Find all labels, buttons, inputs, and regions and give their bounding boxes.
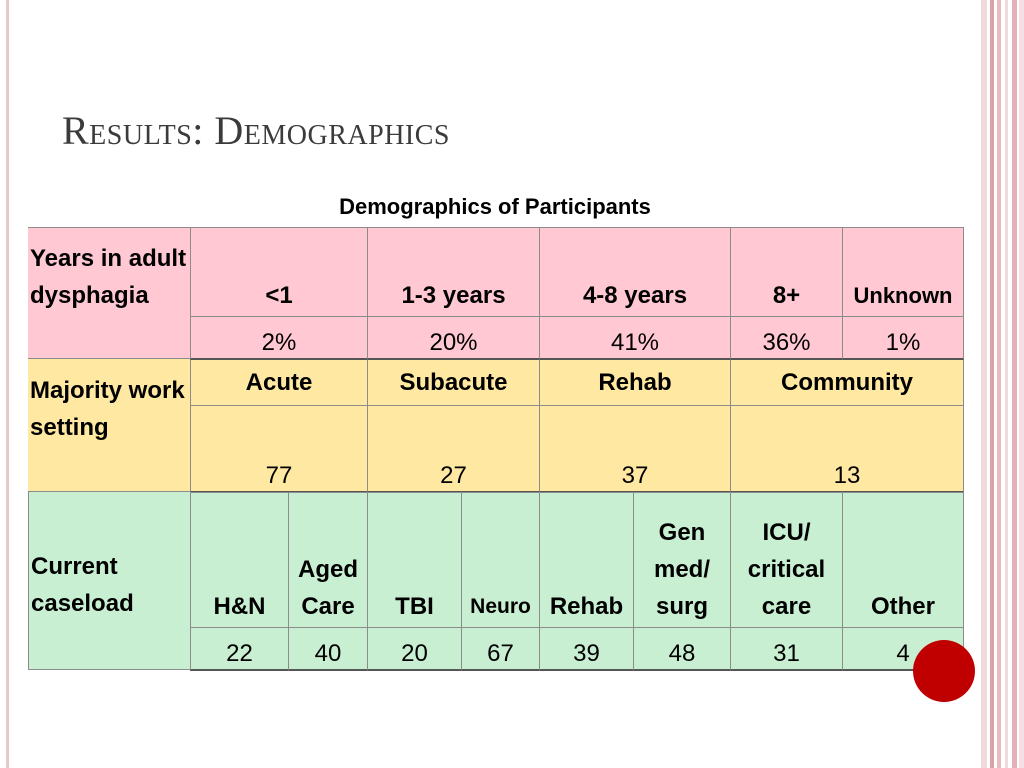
caseload-header-cell: TBI	[367, 492, 461, 627]
left-border-rule	[6, 0, 9, 768]
years-header-cell: <1	[190, 227, 367, 316]
caseload-value-cell: 22	[190, 627, 288, 671]
years-value-cell: 41%	[539, 316, 730, 360]
work-header-cell: Community	[730, 360, 964, 406]
caseload-value-cell: 48	[633, 627, 730, 671]
caseload-value-cell: 39	[539, 627, 633, 671]
caseload-value-cell: 67	[461, 627, 539, 671]
right-decorative-stripe	[981, 0, 987, 768]
right-decorative-stripe	[1005, 0, 1008, 768]
work-header-cell: Acute	[190, 360, 367, 406]
work-value-cell: 37	[539, 405, 730, 493]
caseload-value-cell: 31	[730, 627, 842, 671]
right-decorative-stripe	[1019, 0, 1024, 768]
years-header-cell: 1-3 years	[367, 227, 539, 316]
row-label-caseload: Current caseload	[28, 492, 190, 670]
work-header-cell: Subacute	[367, 360, 539, 406]
caseload-header-cell: H&N	[190, 492, 288, 627]
row-label-years: Years in adult dysphagia	[28, 227, 190, 359]
caseload-header-cell: Aged Care	[288, 492, 367, 627]
caseload-header-cell: ICU/ critical care	[730, 492, 842, 627]
caseload-header-cell: Other	[842, 492, 964, 627]
years-value-cell: 36%	[730, 316, 842, 360]
work-value-cell: 27	[367, 405, 539, 493]
decorative-red-circle	[913, 640, 975, 702]
years-value-cell: 2%	[190, 316, 367, 360]
work-value-cell: 77	[190, 405, 367, 493]
right-decorative-stripe	[1012, 0, 1017, 768]
years-header-cell: Unknown	[842, 227, 964, 316]
right-decorative-stripe	[990, 0, 994, 768]
years-header-cell: 4-8 years	[539, 227, 730, 316]
years-value-cell: 20%	[367, 316, 539, 360]
right-decorative-stripe	[997, 0, 1001, 768]
caseload-value-cell: 20	[367, 627, 461, 671]
caseload-header-cell: Rehab	[539, 492, 633, 627]
table-caption: Demographics of Participants	[339, 194, 651, 219]
work-value-cell: 13	[730, 405, 964, 493]
years-value-cell: 1%	[842, 316, 964, 360]
work-header-cell: Rehab	[539, 360, 730, 406]
slide-title: Results: Demographics	[62, 108, 450, 153]
row-label-work-setting: Majority work setting	[28, 359, 190, 492]
caseload-header-cell: Neuro	[461, 492, 539, 627]
years-header-cell: 8+	[730, 227, 842, 316]
caseload-header-cell: Gen med/ surg	[633, 492, 730, 627]
caseload-value-cell: 40	[288, 627, 367, 671]
